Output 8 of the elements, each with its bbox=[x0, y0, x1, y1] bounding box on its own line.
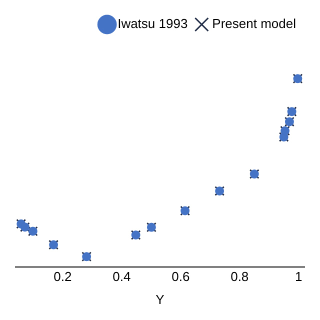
x-tick-label: 0.4 bbox=[112, 269, 131, 284]
x-axis-title: Y bbox=[156, 292, 165, 307]
x-tick-label: 1 bbox=[294, 269, 302, 284]
x-tick-label: 0.2 bbox=[54, 269, 72, 284]
legend-label: Present model bbox=[212, 16, 296, 32]
legend-label: Iwatsu 1993 bbox=[118, 16, 188, 32]
x-tick-label: 0.6 bbox=[172, 269, 190, 284]
x-tick-label: 0.8 bbox=[230, 269, 249, 284]
